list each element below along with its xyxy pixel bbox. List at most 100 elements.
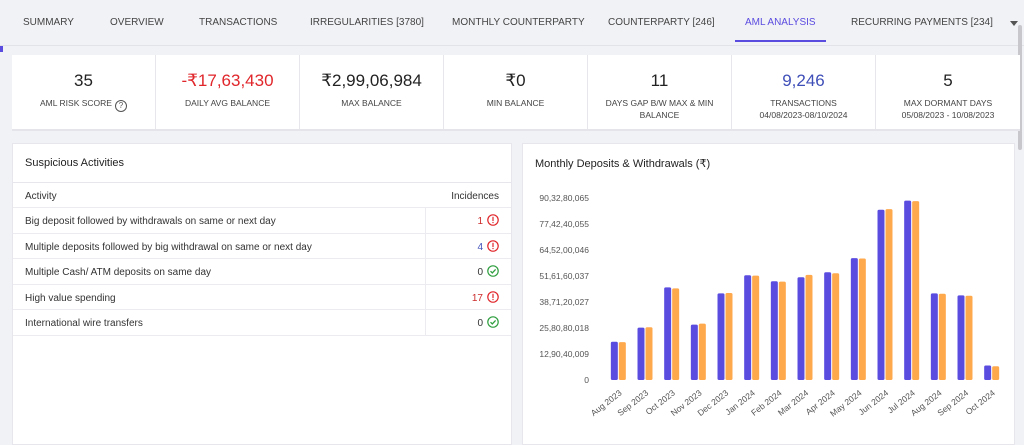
- bar-series-1[interactable]: [850, 258, 858, 380]
- incidence-count: 0: [477, 267, 483, 278]
- x-tick-label: Oct 2024: [964, 388, 998, 417]
- tab-bar: SUMMARY OVERVIEW TRANSACTIONS IRREGULARI…: [0, 0, 1024, 46]
- monthly-chart-panel: Monthly Deposits & Withdrawals (₹) 90,32…: [522, 143, 1015, 445]
- bar-series-2[interactable]: [645, 327, 653, 380]
- stat-value: 5: [943, 71, 953, 90]
- bar-series-2[interactable]: [965, 295, 973, 380]
- tab-counterparty[interactable]: COUNTERPARTY [246]: [608, 17, 715, 28]
- incidence-cell: 17: [425, 284, 511, 309]
- tab-irregularities[interactable]: IRREGULARITIES [3780]: [310, 17, 424, 28]
- stat-transactions: 9,246 TRANSACTIONS 04/08/2023-08/10/2024: [732, 55, 876, 129]
- stat-value: ₹2,99,06,984: [321, 71, 422, 90]
- column-header-activity: Activity: [25, 191, 57, 202]
- table-row[interactable]: Multiple deposits followed by big withdr…: [13, 233, 511, 259]
- stat-label: MIN BALANCE: [486, 98, 545, 108]
- bar-series-1[interactable]: [690, 324, 698, 380]
- table-row[interactable]: Multiple Cash/ ATM deposits on same day 0: [13, 259, 511, 285]
- stats-strip: 35 AML RISK SCORE? -₹17,63,430 DAILY AVG…: [12, 55, 1020, 131]
- incidence-count: 1: [477, 216, 483, 227]
- tab-recurring-payments[interactable]: RECURRING PAYMENTS [234]: [851, 17, 993, 28]
- incidence-cell: 0: [425, 310, 511, 335]
- stat-label: TRANSACTIONS 04/08/2023-08/10/2024: [759, 98, 848, 120]
- activity-name: High value spending: [25, 292, 116, 304]
- tab-monthly-counterparty[interactable]: MONTHLY COUNTERPARTY: [452, 17, 585, 28]
- bar-series-2[interactable]: [938, 293, 946, 380]
- bar-series-1[interactable]: [904, 200, 912, 380]
- bar-series-2[interactable]: [618, 342, 626, 380]
- help-icon[interactable]: ?: [114, 100, 127, 112]
- y-tick-label: 0: [584, 375, 589, 385]
- y-tick-label: 51,61,60,037: [539, 271, 589, 281]
- tab-overview[interactable]: OVERVIEW: [110, 17, 164, 28]
- chart-title: Monthly Deposits & Withdrawals (₹): [535, 158, 711, 170]
- page-scrollbar[interactable]: [1018, 25, 1022, 150]
- activity-name: Multiple Cash/ ATM deposits on same day: [25, 267, 212, 278]
- panel-title: Suspicious Activities: [25, 157, 125, 169]
- bar-series-2[interactable]: [778, 281, 786, 380]
- bar-series-1[interactable]: [984, 365, 992, 380]
- bar-series-2[interactable]: [752, 275, 760, 380]
- bar-series-1[interactable]: [797, 277, 805, 380]
- table-row[interactable]: Big deposit followed by withdrawals on s…: [13, 208, 511, 234]
- bar-series-2[interactable]: [832, 273, 840, 380]
- y-tick-label: 12,90,40,009: [539, 349, 589, 359]
- table-header: Activity Incidences: [13, 183, 511, 208]
- incidence-count: 4: [477, 241, 483, 253]
- stat-max-dormant-days: 5 MAX DORMANT DAYS 05/08/2023 - 10/08/202…: [876, 55, 1020, 129]
- column-header-incidences: Incidences: [451, 191, 499, 202]
- bar-series-2[interactable]: [912, 201, 920, 380]
- tab-transactions[interactable]: TRANSACTIONS: [199, 17, 278, 28]
- bar-series-1[interactable]: [930, 293, 938, 380]
- bar-series-1[interactable]: [717, 293, 725, 380]
- incidence-count: 0: [477, 318, 483, 329]
- bar-series-2[interactable]: [805, 274, 813, 380]
- bar-series-2[interactable]: [725, 292, 733, 380]
- activity-name: International wire transfers: [25, 318, 143, 329]
- bar-series-1[interactable]: [957, 295, 965, 380]
- bar-series-2[interactable]: [885, 209, 893, 380]
- bar-series-1[interactable]: [877, 209, 885, 380]
- check-circle-icon: [487, 265, 499, 277]
- alert-circle-icon: [487, 214, 499, 226]
- incidence-cell: 0: [425, 259, 511, 284]
- incidence-count: 17: [471, 292, 483, 304]
- stat-label: DAILY AVG BALANCE: [184, 98, 271, 108]
- stat-min-balance: ₹0 MIN BALANCE: [444, 55, 588, 129]
- table-row[interactable]: International wire transfers 0: [13, 310, 511, 336]
- suspicious-activities-panel: Suspicious Activities Activity Incidence…: [12, 143, 512, 445]
- y-tick-label: 25,80,80,018: [539, 323, 589, 333]
- monthly-deposits-withdrawals-chart: 90,32,80,065 77,42,40,055 64,52,00,046 51,6…: [539, 193, 1000, 419]
- alert-circle-icon: [487, 290, 499, 303]
- alert-circle-icon: [487, 239, 499, 252]
- activity-name: Big deposit followed by withdrawals on s…: [25, 216, 276, 227]
- y-tick-label: 64,52,00,046: [539, 245, 589, 255]
- bar-series-2[interactable]: [698, 323, 706, 380]
- bar-series-1[interactable]: [610, 341, 618, 380]
- stat-daily-avg-balance: -₹17,63,430 DAILY AVG BALANCE: [156, 55, 300, 129]
- bar-series-1[interactable]: [637, 327, 645, 380]
- stat-value: ₹0: [505, 71, 526, 90]
- stat-days-gap: 11 DAYS GAP B/W MAX & MIN BALANCE: [588, 55, 732, 129]
- x-tick-label: Jun 2024: [857, 388, 891, 418]
- column-header-cell: Incidences: [425, 183, 511, 207]
- table-row[interactable]: High value spending 17: [13, 284, 511, 310]
- stat-max-balance: ₹2,99,06,984 MAX BALANCE: [300, 55, 444, 129]
- bar-series-1[interactable]: [824, 272, 832, 380]
- incidence-cell: 4: [425, 233, 511, 258]
- bar-series-2[interactable]: [992, 366, 1000, 380]
- y-tick-label: 77,42,40,055: [539, 219, 589, 229]
- bar-series-2[interactable]: [858, 258, 866, 380]
- stat-value: 9,246: [782, 71, 825, 90]
- bar-series-1[interactable]: [770, 281, 778, 380]
- tab-summary[interactable]: SUMMARY: [23, 17, 74, 28]
- stat-value: -₹17,63,430: [181, 71, 274, 90]
- stat-label: MAX BALANCE: [341, 98, 402, 108]
- stat-label: MAX DORMANT DAYS 05/08/2023 - 10/08/2023: [901, 98, 995, 120]
- bar-series-1[interactable]: [744, 275, 752, 380]
- bar-series-1[interactable]: [664, 287, 672, 380]
- tab-aml-analysis[interactable]: AML ANALYSIS: [735, 0, 826, 46]
- activities-table: Activity Incidences Big deposit followed…: [13, 183, 511, 336]
- tabs-more-chevron-down-icon[interactable]: [1010, 21, 1018, 26]
- bar-series-2[interactable]: [672, 288, 680, 380]
- stat-aml-risk-score: 35 AML RISK SCORE?: [12, 55, 156, 129]
